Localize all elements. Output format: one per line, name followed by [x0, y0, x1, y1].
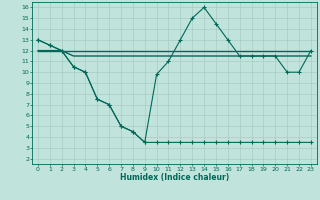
- X-axis label: Humidex (Indice chaleur): Humidex (Indice chaleur): [120, 173, 229, 182]
